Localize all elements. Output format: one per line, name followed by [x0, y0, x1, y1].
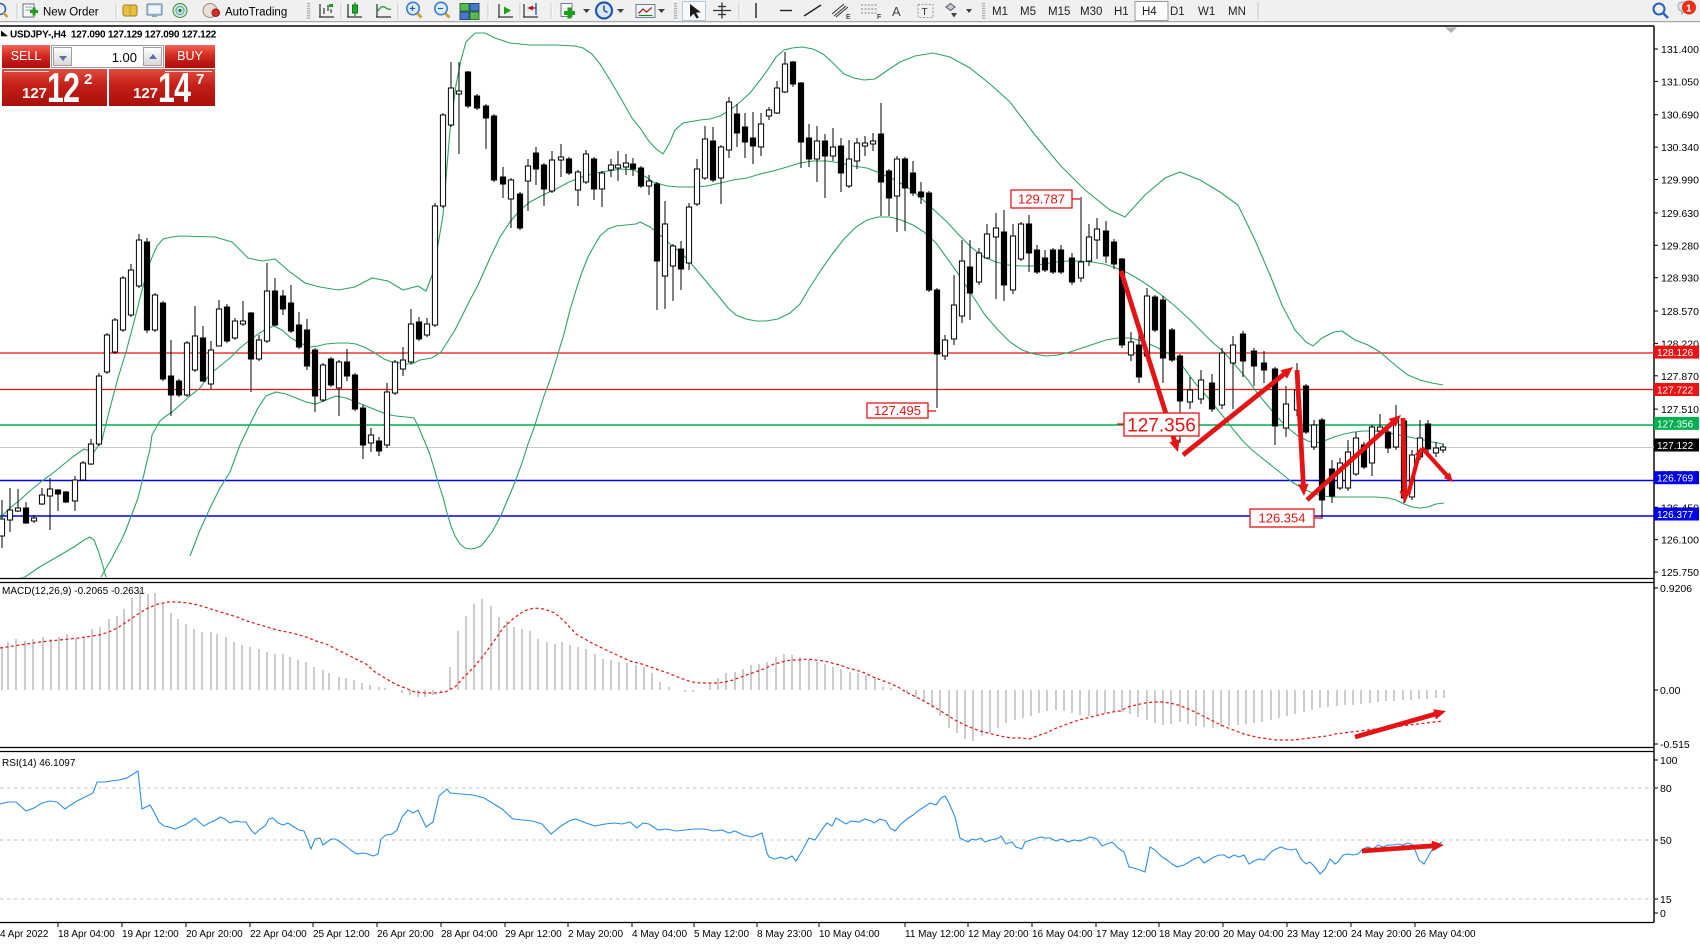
svg-text:5 May 12:00: 5 May 12:00	[694, 929, 749, 940]
svg-text:M5: M5	[1020, 6, 1036, 18]
svg-text:M1: M1	[992, 6, 1008, 18]
svg-text:127.870: 127.870	[1661, 371, 1699, 383]
svg-text:126.100: 126.100	[1661, 535, 1699, 547]
svg-text:AutoTrading: AutoTrading	[225, 7, 287, 19]
svg-text:A: A	[892, 4, 901, 19]
svg-text:F: F	[877, 14, 881, 21]
svg-text:RSI(14) 46.1097: RSI(14) 46.1097	[2, 758, 76, 769]
svg-text:11 May 12:00: 11 May 12:00	[905, 929, 965, 940]
svg-text:131.050: 131.050	[1661, 76, 1699, 88]
svg-text:16 May 04:00: 16 May 04:00	[1032, 929, 1093, 940]
svg-text:0: 0	[1660, 908, 1666, 920]
svg-text:26 May 04:00: 26 May 04:00	[1415, 929, 1476, 940]
svg-text:23 May 12:00: 23 May 12:00	[1287, 929, 1348, 940]
svg-text:18 Apr 04:00: 18 Apr 04:00	[58, 929, 115, 940]
svg-text:W1: W1	[1198, 6, 1215, 18]
svg-text:129.787: 129.787	[1018, 192, 1065, 207]
svg-text:127.722: 127.722	[1657, 386, 1694, 397]
svg-text:D1: D1	[1170, 6, 1185, 18]
svg-text:0.9206: 0.9206	[1660, 583, 1692, 595]
svg-text:4 Apr 2022: 4 Apr 2022	[0, 929, 49, 940]
svg-text:22 Apr 04:00: 22 Apr 04:00	[250, 929, 307, 940]
svg-text:20 Apr 20:00: 20 Apr 20:00	[186, 929, 243, 940]
svg-text:26 Apr 20:00: 26 Apr 20:00	[377, 929, 434, 940]
svg-text:12 May 20:00: 12 May 20:00	[968, 929, 1029, 940]
svg-text:100: 100	[1660, 755, 1678, 767]
svg-text:125.750: 125.750	[1661, 567, 1699, 579]
svg-text:M15: M15	[1048, 6, 1070, 18]
svg-text:128.930: 128.930	[1661, 273, 1699, 285]
svg-text:15: 15	[1660, 894, 1672, 906]
svg-text:T: T	[922, 7, 928, 18]
svg-text:19 Apr 12:00: 19 Apr 12:00	[122, 929, 179, 940]
svg-text:20 May 04:00: 20 May 04:00	[1223, 929, 1284, 940]
svg-text:17 May 12:00: 17 May 12:00	[1096, 929, 1157, 940]
svg-text:10 May 04:00: 10 May 04:00	[819, 929, 880, 940]
svg-text:28 Apr 04:00: 28 Apr 04:00	[441, 929, 498, 940]
svg-text:126.377: 126.377	[1657, 510, 1694, 521]
svg-text:MN: MN	[1228, 6, 1246, 18]
svg-text:MACD(12,26,9) -0.2065 -0.2631: MACD(12,26,9) -0.2065 -0.2631	[2, 586, 145, 597]
svg-text:1: 1	[1686, 4, 1692, 15]
svg-text:128.570: 128.570	[1661, 306, 1699, 318]
svg-text:126.769: 126.769	[1657, 474, 1694, 485]
svg-text:25 Apr 12:00: 25 Apr 12:00	[313, 929, 370, 940]
svg-text:129.990: 129.990	[1661, 175, 1699, 187]
svg-text:+: +	[409, 3, 415, 15]
svg-text:129.280: 129.280	[1661, 240, 1699, 252]
svg-text:E: E	[846, 14, 851, 21]
svg-text:-0.515: -0.515	[1660, 739, 1690, 751]
svg-text:127.356: 127.356	[1127, 415, 1196, 436]
svg-text:80: 80	[1660, 783, 1672, 795]
svg-text:−: −	[437, 3, 443, 15]
svg-text:131.400: 131.400	[1661, 44, 1699, 56]
svg-text:0.00: 0.00	[1660, 685, 1681, 697]
svg-text:129.630: 129.630	[1661, 208, 1699, 220]
svg-text:50: 50	[1660, 835, 1672, 847]
svg-text:M30: M30	[1080, 6, 1102, 18]
svg-text:127.495: 127.495	[874, 403, 921, 418]
svg-text:H1: H1	[1114, 6, 1129, 18]
svg-text:USDJPY-,H4 127.090 127.129 12: USDJPY-,H4 127.090 127.129 127.090 127.1…	[10, 30, 217, 41]
svg-text:127.356: 127.356	[1657, 419, 1694, 430]
svg-text:18 May 20:00: 18 May 20:00	[1159, 929, 1220, 940]
svg-text:New Order: New Order	[43, 7, 99, 19]
svg-text:126.354: 126.354	[1259, 511, 1306, 526]
svg-text:130.690: 130.690	[1661, 110, 1699, 122]
svg-text:8 May 23:00: 8 May 23:00	[757, 929, 812, 940]
svg-text:130.340: 130.340	[1661, 142, 1699, 154]
svg-text:H4: H4	[1142, 6, 1157, 18]
svg-text:24 May 20:00: 24 May 20:00	[1351, 929, 1412, 940]
svg-text:127.510: 127.510	[1661, 404, 1699, 416]
svg-text:2 May 20:00: 2 May 20:00	[568, 929, 623, 940]
svg-text:29 Apr 12:00: 29 Apr 12:00	[505, 929, 562, 940]
svg-text:4 May 04:00: 4 May 04:00	[632, 929, 687, 940]
svg-text:127.122: 127.122	[1657, 441, 1694, 452]
svg-text:128.126: 128.126	[1657, 348, 1694, 359]
